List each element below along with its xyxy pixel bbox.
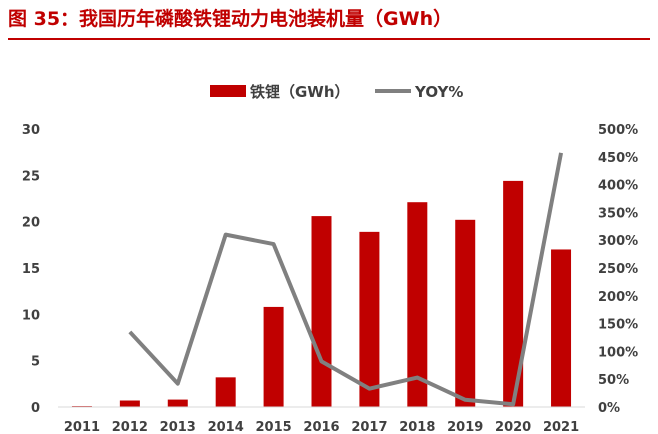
right-tick-label: 400% xyxy=(598,179,638,194)
x-tick-label: 2017 xyxy=(351,420,387,434)
x-tick-label: 2015 xyxy=(255,420,291,434)
right-tick-label: 150% xyxy=(598,318,638,333)
x-tick-label: 2020 xyxy=(495,420,531,434)
right-tick-label: 0% xyxy=(598,401,620,416)
x-tick-label: 2013 xyxy=(160,420,196,434)
bar-2016 xyxy=(311,216,332,407)
bar-series xyxy=(71,180,572,407)
left-tick-label: 10 xyxy=(22,308,40,323)
yoy-line xyxy=(128,152,564,407)
right-tick-label: 100% xyxy=(598,345,638,360)
bar-2017 xyxy=(359,231,380,407)
x-tick-label: 2016 xyxy=(303,420,339,434)
right-tick-label: 250% xyxy=(598,262,638,277)
left-tick-label: 5 xyxy=(31,355,40,370)
legend-label-line: YOY% xyxy=(414,83,463,101)
x-tick-label: 2012 xyxy=(112,420,148,434)
line-series xyxy=(128,152,564,407)
right-axis: 0% 50% 100% 150% 200% 250% 300% 350% 400% 450% 500… xyxy=(598,123,638,416)
right-tick-label: 350% xyxy=(598,206,638,221)
legend-label-bar: 铁锂（GWh） xyxy=(250,83,350,101)
right-tick-label: 450% xyxy=(598,151,638,166)
legend-swatch-bar xyxy=(210,85,246,97)
legend: 铁锂（GWh） YOY% xyxy=(210,83,463,101)
x-tick-label: 2011 xyxy=(64,420,100,434)
left-tick-label: 20 xyxy=(22,216,40,231)
chart-title: 图 35：我国历年磷酸铁锂动力电池装机量（GWh） xyxy=(8,8,453,30)
right-tick-label: 300% xyxy=(598,234,638,249)
x-tick-label: 2021 xyxy=(543,420,579,434)
x-axis: 2011 2012 2013 2014 2015 2016 2017 2018 2019 2020… xyxy=(64,420,579,434)
bar-2020 xyxy=(503,180,524,407)
left-tick-label: 0 xyxy=(31,401,40,416)
bar-2021 xyxy=(551,249,572,407)
left-tick-label: 30 xyxy=(22,123,40,138)
bar-2014 xyxy=(215,377,236,407)
bar-2018 xyxy=(407,202,428,407)
x-tick-label: 2019 xyxy=(447,420,483,434)
left-tick-label: 15 xyxy=(22,262,40,277)
right-tick-label: 200% xyxy=(598,290,638,305)
bar-2013 xyxy=(167,399,188,407)
left-tick-label: 25 xyxy=(22,169,40,184)
x-tick-label: 2014 xyxy=(208,420,244,434)
bar-2019 xyxy=(455,219,476,407)
bar-2015 xyxy=(263,306,284,407)
title-underline xyxy=(8,38,650,40)
left-axis: 0 5 10 15 20 25 30 xyxy=(22,123,40,416)
x-tick-label: 2018 xyxy=(399,420,435,434)
right-tick-label: 50% xyxy=(598,373,629,388)
bar-2012 xyxy=(119,400,140,407)
right-tick-label: 500% xyxy=(598,123,638,138)
